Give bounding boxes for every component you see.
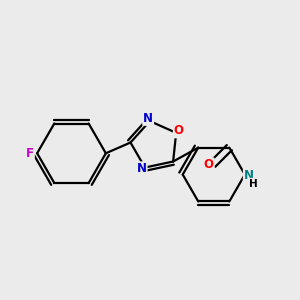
Text: N: N bbox=[143, 112, 153, 125]
Text: O: O bbox=[204, 158, 214, 171]
Text: N: N bbox=[244, 169, 254, 182]
Text: N: N bbox=[137, 162, 147, 175]
Text: F: F bbox=[26, 147, 34, 160]
Text: O: O bbox=[174, 124, 184, 137]
Text: H: H bbox=[249, 179, 258, 189]
